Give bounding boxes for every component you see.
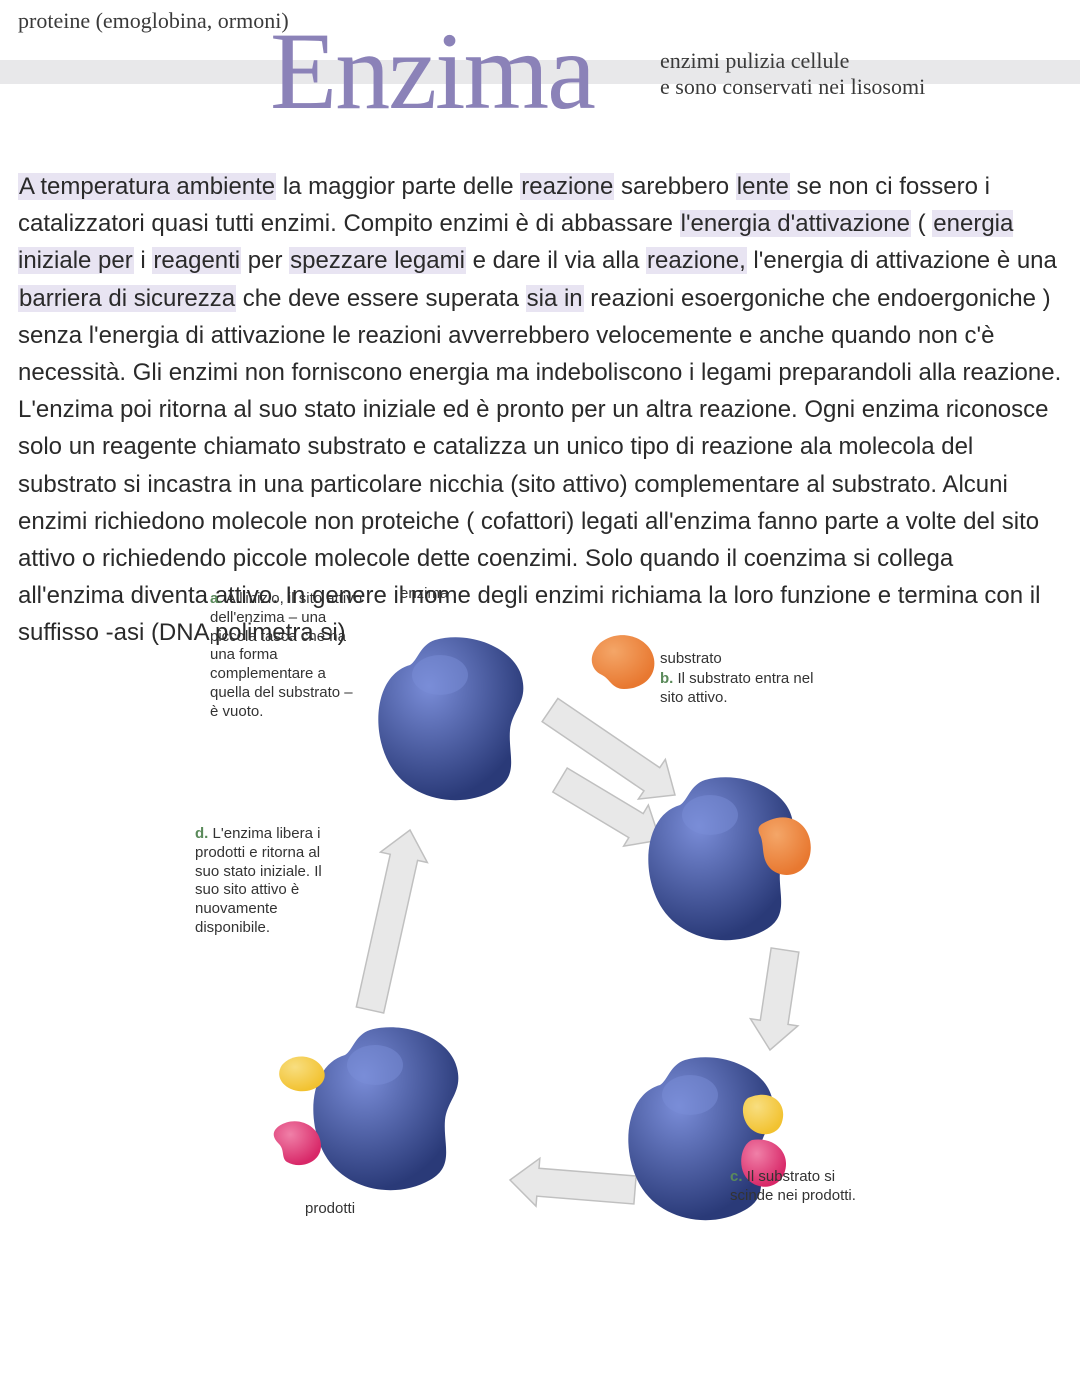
caption-b-text: Il substrato entra nel sito attivo. xyxy=(660,670,813,706)
page-title: Enzima xyxy=(270,8,594,135)
handwritten-note-left: proteine (emoglobina, ormoni) xyxy=(18,8,289,34)
caption-d-text: L'enzima libera i prodotti e ritorna al … xyxy=(195,825,322,936)
main-paragraph: A temperatura ambiente la maggior parte … xyxy=(18,168,1062,651)
hand-right-line1: enzimi pulizia cellule xyxy=(660,48,1060,74)
label-substrato: substrato xyxy=(660,650,722,667)
caption-b: b. Il substrato entra nel sito attivo. xyxy=(660,670,830,708)
caption-a-text: All'inizio, il sito attivo dell'enzima –… xyxy=(210,590,362,720)
caption-c-text: Il substrato si scinde nei prodotti. xyxy=(730,1168,856,1204)
caption-c: c. Il substrato si scinde nei prodotti. xyxy=(730,1168,870,1206)
hand-right-line2: e sono conservati nei lisosomi xyxy=(660,74,1060,100)
enzyme-cycle-diagram: enzima substrato prodotti a. All'inizio,… xyxy=(180,580,920,1360)
label-enzima: enzima xyxy=(400,585,448,602)
label-prodotti: prodotti xyxy=(305,1200,355,1217)
caption-a-letter: a. xyxy=(210,590,223,607)
caption-a: a. All'inizio, il sito attivo dell'enzim… xyxy=(210,590,365,721)
handwritten-note-right: enzimi pulizia cellule e sono conservati… xyxy=(660,48,1060,101)
caption-d: d. L'enzima libera i prodotti e ritorna … xyxy=(195,825,335,938)
caption-c-letter: c. xyxy=(730,1168,743,1185)
caption-d-letter: d. xyxy=(195,825,208,842)
caption-b-letter: b. xyxy=(660,670,673,687)
